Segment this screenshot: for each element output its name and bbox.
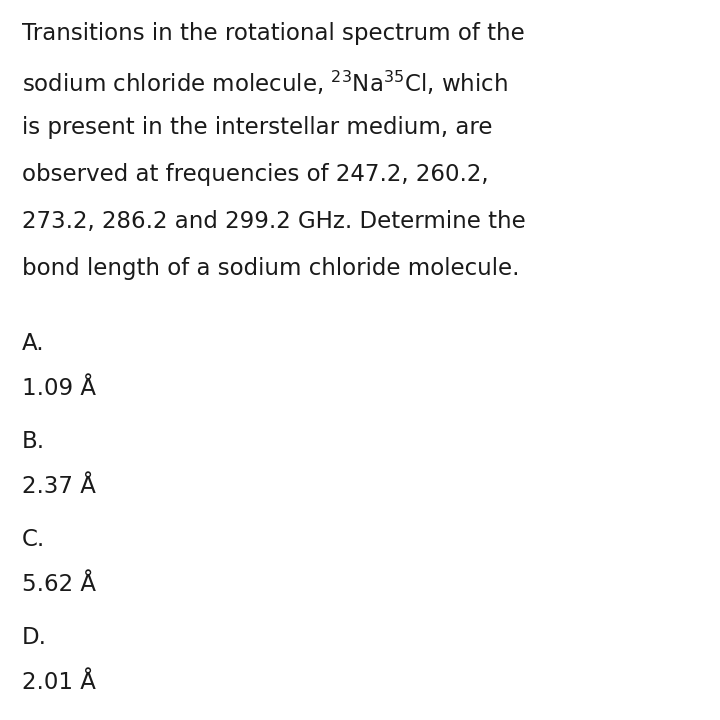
Text: B.: B. — [22, 430, 45, 453]
Text: C.: C. — [22, 528, 45, 551]
Text: Transitions in the rotational spectrum of the: Transitions in the rotational spectrum o… — [22, 22, 525, 45]
Text: 5.62 Å: 5.62 Å — [22, 573, 96, 596]
Text: bond length of a sodium chloride molecule.: bond length of a sodium chloride molecul… — [22, 257, 520, 280]
Text: A.: A. — [22, 332, 45, 355]
Text: sodium chloride molecule, $^{23}$Na$^{35}$Cl, which: sodium chloride molecule, $^{23}$Na$^{35… — [22, 69, 508, 97]
Text: 2.37 Å: 2.37 Å — [22, 475, 96, 498]
Text: 273.2, 286.2 and 299.2 GHz. Determine the: 273.2, 286.2 and 299.2 GHz. Determine th… — [22, 210, 526, 233]
Text: is present in the interstellar medium, are: is present in the interstellar medium, a… — [22, 116, 492, 139]
Text: observed at frequencies of 247.2, 260.2,: observed at frequencies of 247.2, 260.2, — [22, 163, 489, 186]
Text: D.: D. — [22, 626, 47, 649]
Text: 2.01 Å: 2.01 Å — [22, 671, 96, 694]
Text: 1.09 Å: 1.09 Å — [22, 377, 96, 400]
